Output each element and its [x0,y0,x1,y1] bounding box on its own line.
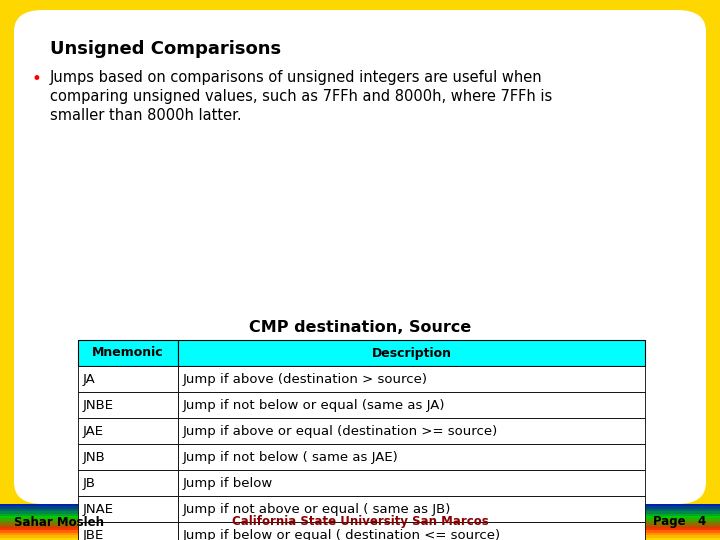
Text: Jump if above (destination > source): Jump if above (destination > source) [183,373,428,386]
Text: •: • [32,70,42,88]
Text: Jumps based on comparisons of unsigned integers are useful when: Jumps based on comparisons of unsigned i… [50,70,543,85]
Text: CMP destination, Source: CMP destination, Source [249,320,471,335]
Text: Description: Description [372,347,451,360]
Bar [0,518,720,521]
Bar [0,525,720,528]
Text: comparing unsigned values, such as 7FFh and 8000h, where 7FFh is: comparing unsigned values, such as 7FFh … [50,89,552,104]
Bar [78,366,178,392]
Bar [78,444,178,470]
Text: JNBE: JNBE [83,399,114,411]
Bar [0,528,720,530]
Bar [178,444,645,470]
Bar [78,496,178,522]
Text: JNB: JNB [83,450,106,463]
Bar [0,509,720,511]
FancyBboxPatch shape [14,10,706,504]
Bar [0,523,720,525]
Bar [178,340,645,366]
Bar [178,470,645,496]
Text: Unsigned Comparisons: Unsigned Comparisons [50,40,281,58]
Text: Jump if not below ( same as JAE): Jump if not below ( same as JAE) [183,450,399,463]
Text: JNAE: JNAE [83,503,114,516]
Text: California State University San Marcos: California State University San Marcos [232,516,488,529]
Bar [78,392,178,418]
Bar [178,418,645,444]
Bar [178,496,645,522]
Text: Jump if below or equal ( destination <= source): Jump if below or equal ( destination <= … [183,529,501,540]
Text: Jump if not above or equal ( same as JB): Jump if not above or equal ( same as JB) [183,503,451,516]
Text: JBE: JBE [83,529,104,540]
Text: Jump if below: Jump if below [183,476,274,489]
Bar [78,418,178,444]
Bar [0,530,720,533]
Bar [178,392,645,418]
Bar [0,504,720,507]
Bar [0,516,720,518]
Bar [0,538,720,540]
Bar [0,533,720,535]
Bar [0,521,720,523]
Text: JAE: JAE [83,424,104,437]
Bar [178,522,645,540]
Text: Jump if not below or equal (same as JA): Jump if not below or equal (same as JA) [183,399,446,411]
Bar [0,514,720,516]
Bar [0,511,720,514]
Text: Page   4: Page 4 [653,516,706,529]
Text: JA: JA [83,373,96,386]
Bar [78,340,178,366]
Text: smaller than 8000h latter.: smaller than 8000h latter. [50,108,242,123]
Bar [0,535,720,538]
Text: Jump if above or equal (destination >= source): Jump if above or equal (destination >= s… [183,424,498,437]
Bar [178,366,645,392]
Bar [0,507,720,509]
Text: Sahar Mosleh: Sahar Mosleh [14,516,104,529]
Text: Mnemonic: Mnemonic [92,347,164,360]
Bar [78,522,178,540]
Text: JB: JB [83,476,96,489]
Bar [78,470,178,496]
